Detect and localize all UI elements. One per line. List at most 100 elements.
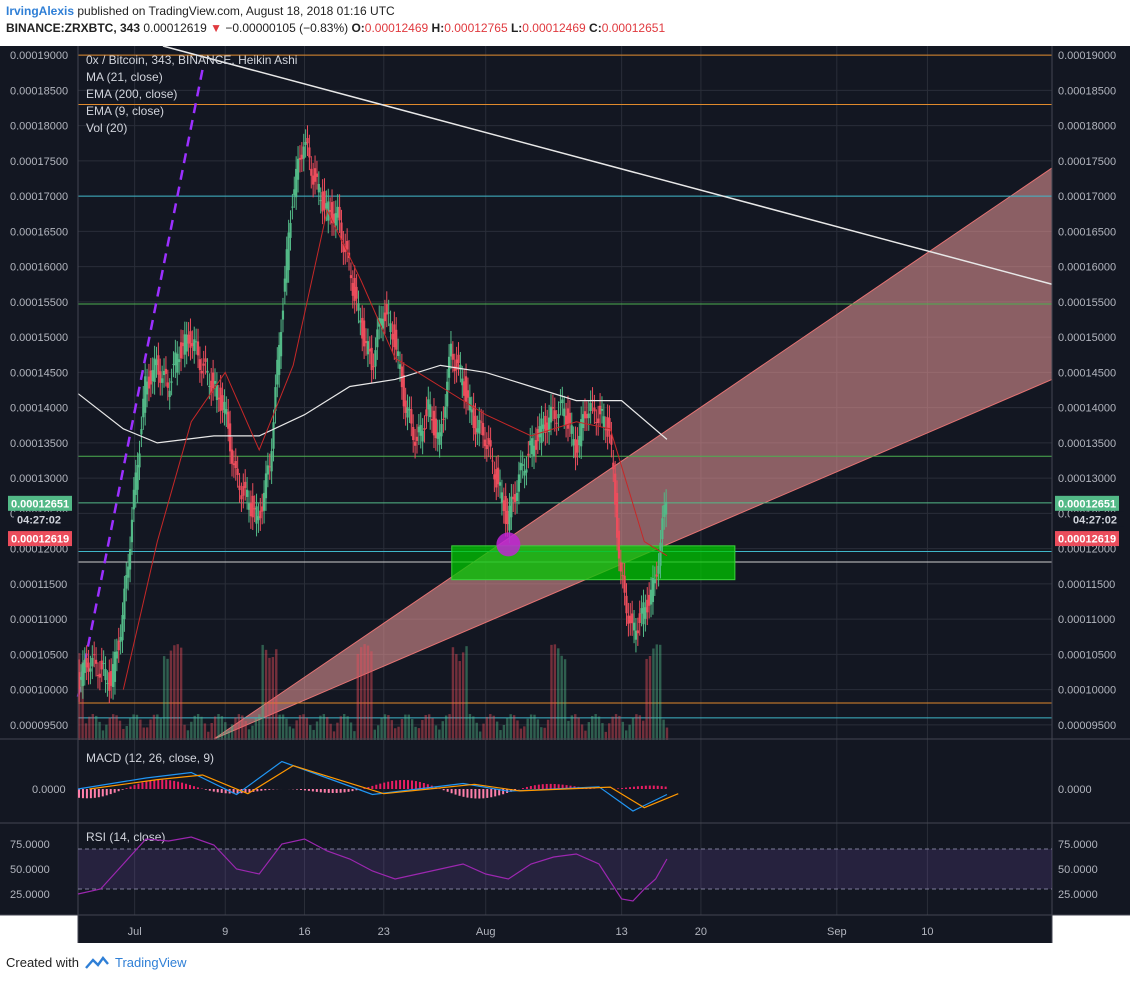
volume-bar	[448, 714, 451, 740]
candle-body	[291, 206, 294, 208]
volume-bar	[665, 727, 669, 740]
volume-bar	[285, 718, 288, 740]
volume-bar	[101, 730, 105, 740]
candle-body	[385, 303, 388, 315]
macd-hist-bar	[323, 789, 326, 793]
candle-body	[232, 463, 235, 466]
candle-body	[432, 410, 436, 436]
candle-body	[434, 418, 437, 439]
close-value: 0.00012651	[601, 21, 666, 35]
candle-body	[134, 472, 137, 495]
candle-body	[521, 464, 524, 466]
volume-bar	[128, 718, 132, 740]
macd-hist-bar	[510, 789, 513, 792]
macd-hist-bar	[311, 789, 314, 792]
candle-body	[157, 355, 160, 375]
candle-body	[125, 575, 128, 589]
chart-svg[interactable]: 0x / Bitcoin, 343, BINANCE, Heikin Ashi M…	[0, 40, 1130, 945]
macd-hist-bar	[196, 787, 199, 789]
candle-body	[142, 398, 145, 418]
macd-hist-bar	[533, 785, 536, 789]
candle-body	[512, 496, 515, 500]
volume-bar	[516, 720, 519, 740]
volume-bar	[659, 644, 662, 740]
tradingview-link[interactable]: TradingView	[114, 955, 187, 970]
macd-hist-bar	[299, 789, 302, 790]
volume-bar	[489, 714, 492, 740]
volume-bar	[577, 717, 580, 740]
candle-body	[274, 387, 277, 411]
candle-body	[632, 622, 636, 631]
macd-hist-bar	[395, 780, 398, 789]
candle-body	[415, 436, 419, 441]
macd-hist-bar	[660, 786, 663, 789]
volume-bar	[105, 724, 108, 740]
volume-bar	[506, 717, 509, 740]
macd-hist-bar	[521, 788, 524, 789]
candle-body	[334, 213, 337, 226]
candle-body	[200, 370, 203, 374]
volume-bar	[261, 644, 264, 740]
macd-hist-bar	[109, 789, 112, 795]
volume-bar	[424, 714, 427, 740]
macd-hist-bar	[462, 789, 465, 797]
macd-hist-bar	[383, 782, 386, 789]
candle-body	[227, 411, 230, 429]
candle-body	[85, 658, 88, 668]
price-tick-left: 0.00015000	[10, 332, 68, 344]
candle-body	[206, 370, 209, 373]
volume-bar	[91, 714, 94, 740]
candle-body	[272, 422, 275, 449]
volume-bar	[499, 730, 502, 740]
volume-bar	[271, 657, 275, 740]
candle-body	[506, 510, 509, 525]
macd-hist-bar	[371, 785, 374, 789]
volume-bar	[305, 717, 309, 740]
macd-hist-bar	[553, 784, 556, 789]
candle-body	[179, 342, 183, 359]
candle-body	[104, 668, 107, 681]
candle-body	[663, 505, 666, 518]
candle-body	[623, 575, 626, 593]
macd-hist-bar	[161, 779, 164, 789]
candle-body	[147, 376, 151, 389]
macd-hist-bar	[204, 789, 207, 790]
candle-body	[540, 418, 543, 443]
candle-body	[342, 243, 345, 253]
rsi-tick-left: 25.0000	[10, 889, 50, 901]
macd-hist-bar	[319, 789, 322, 793]
candle-body	[410, 409, 413, 424]
macd-hist-bar	[248, 789, 251, 793]
volume-bar	[190, 721, 193, 740]
candle-body	[93, 654, 96, 656]
volume-bar	[536, 719, 540, 740]
price-tick-right: 0.00010500	[1058, 649, 1116, 661]
volume-bar	[574, 714, 577, 740]
chart-area[interactable]: 0x / Bitcoin, 343, BINANCE, Heikin Ashi M…	[0, 40, 1130, 945]
candle-body	[602, 416, 605, 428]
price-tag-right-bottom-bg	[1055, 531, 1119, 547]
author-link[interactable]: IrvingAlexis	[6, 4, 75, 18]
macd-hist-bar	[407, 780, 410, 789]
candle-body	[191, 343, 194, 347]
macd-hist-bar	[145, 781, 148, 789]
macd-hist-bar	[224, 789, 227, 794]
volume-bar	[580, 724, 584, 740]
volume-bar	[264, 649, 268, 740]
volume-bar	[438, 729, 441, 740]
price-tick-left: 0.00015500	[10, 297, 68, 309]
volume-bar	[618, 715, 621, 740]
candle-body	[646, 599, 649, 613]
plot-background	[78, 46, 1052, 943]
descending-trendline	[162, 45, 1053, 286]
macd-hist-bar	[315, 789, 318, 792]
macd-hist-bar	[89, 789, 92, 799]
volume-bar	[135, 714, 139, 740]
candle-body	[427, 399, 430, 410]
macd-hist-bar	[232, 789, 235, 794]
volume-bar	[173, 645, 176, 740]
volume-bar	[169, 650, 173, 740]
macd-hist-bar	[260, 789, 263, 791]
candle-body	[453, 366, 456, 372]
candle-body	[357, 303, 360, 311]
